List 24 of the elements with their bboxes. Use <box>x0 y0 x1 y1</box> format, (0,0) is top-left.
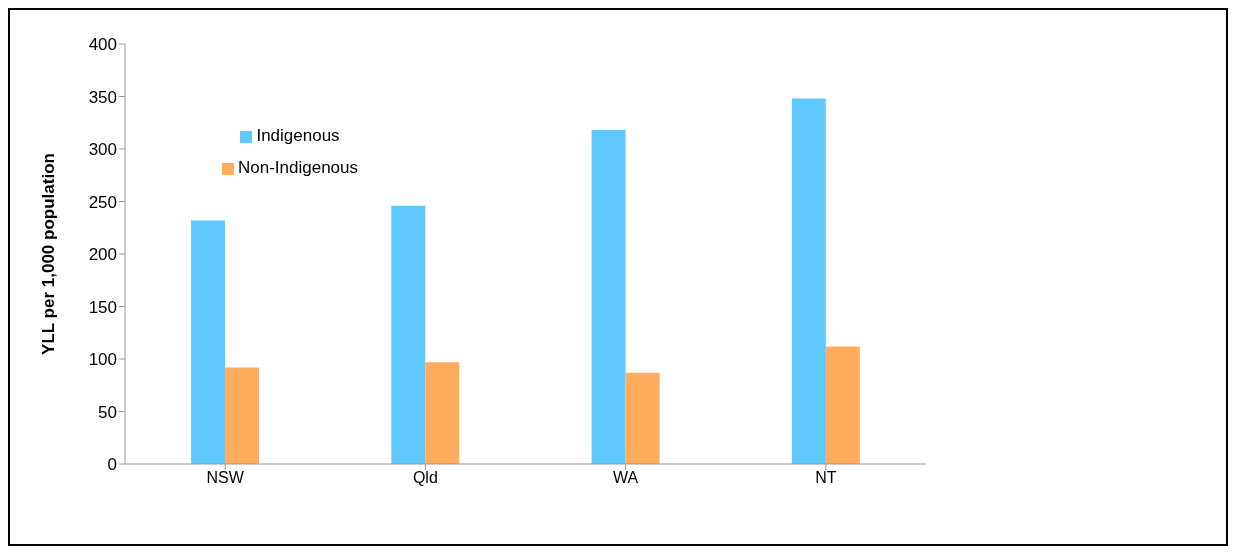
y-tick-label: 400 <box>88 35 117 55</box>
bar <box>425 362 460 464</box>
bar <box>625 372 660 464</box>
x-tick-label: WA <box>613 469 639 487</box>
bar <box>191 220 226 464</box>
bar <box>825 346 860 464</box>
y-axis-title: YLL per 1,000 population <box>39 153 59 355</box>
y-tick-label: 200 <box>88 245 117 265</box>
bar <box>225 367 260 464</box>
x-tick-label: NSW <box>206 469 245 487</box>
y-tick-label: 150 <box>88 297 117 317</box>
x-tick-label: Qld <box>412 469 438 487</box>
legend-label: Non-Indigenous <box>237 158 359 177</box>
bar <box>591 130 626 464</box>
y-tick-label: 0 <box>107 455 117 475</box>
y-tick-label: 100 <box>88 350 117 370</box>
bar <box>391 205 426 464</box>
x-tick-label: NT <box>815 469 837 487</box>
y-tick-label: 50 <box>98 402 117 422</box>
y-tick-label: 250 <box>88 192 117 212</box>
bar <box>791 98 826 464</box>
y-tick-label: 350 <box>88 87 117 107</box>
y-tick-label: 300 <box>88 140 117 160</box>
legend-label: Indigenous <box>256 126 340 145</box>
